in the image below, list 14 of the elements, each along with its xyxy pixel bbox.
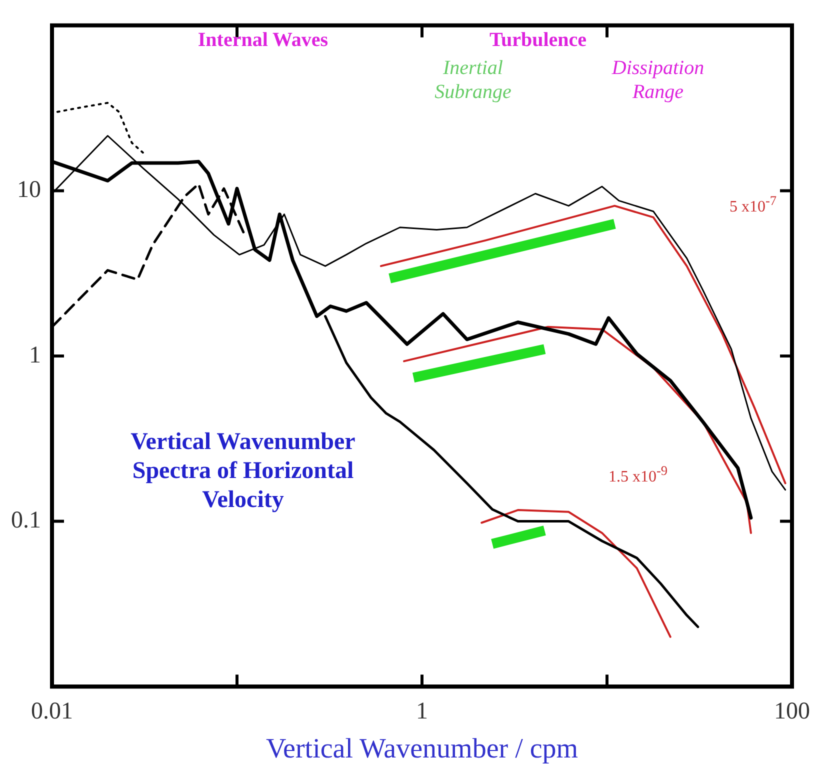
annotation: 5 x10$^{-7}$ (728, 193, 778, 217)
x-tick-label: 1 (416, 698, 428, 724)
y-tick-label: 10 (17, 176, 41, 203)
x-tick-label: 0.01 (31, 698, 73, 724)
annotation: Turbulence (488, 28, 588, 52)
x-tick-label: 100 (774, 698, 810, 724)
annotation: Vertical Wavenumber Spectra of Horizontal Velocity (130, 428, 356, 514)
annotation: Dissipation Range (610, 56, 706, 104)
annotation: 1.5 x10$^{-9}$ (607, 463, 669, 487)
annotation: Internal Waves (196, 28, 330, 52)
x-axis-title: Vertical Wavenumber / cpm (266, 734, 578, 765)
y-tick-label: 0.1 (11, 508, 41, 534)
annotation: Inertial Subrange (434, 56, 512, 104)
y-tick-label: 1 (29, 342, 41, 368)
